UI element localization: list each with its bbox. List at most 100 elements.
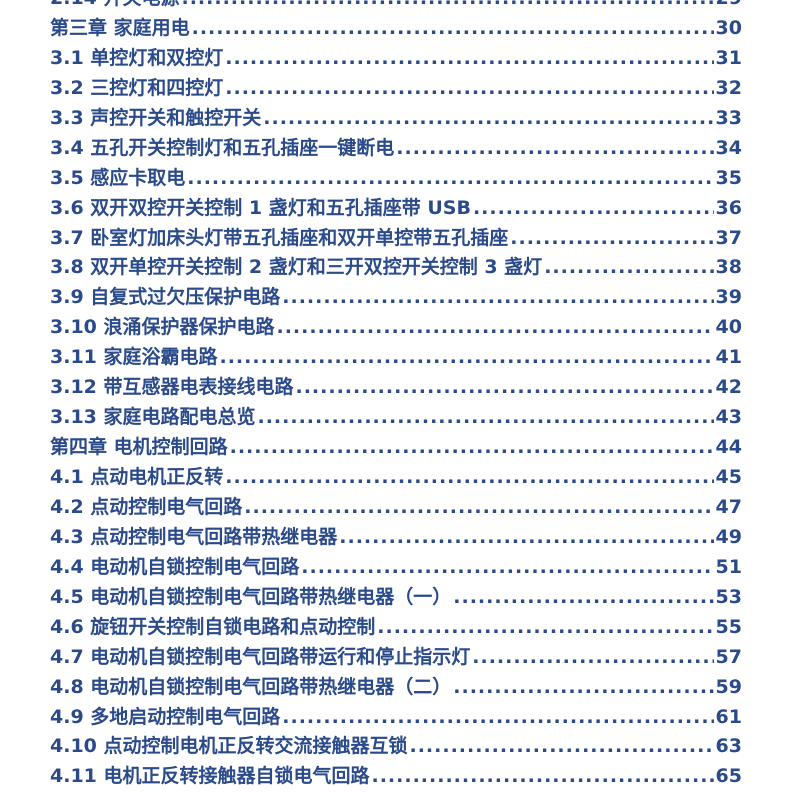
toc-entry[interactable]: 2.14 开关电源 29	[50, 0, 742, 14]
dot-leader	[372, 762, 714, 792]
toc-entry[interactable]: 4.4 电动机自锁控制电气回路 51	[50, 553, 742, 583]
toc-entry-page: 40	[715, 316, 742, 339]
toc-entry-title: 3.4 五孔开关控制灯和五孔插座一键断电	[50, 136, 395, 159]
toc-entry-title: 4.8 电动机自锁控制电气回路带热继电器（二）	[50, 675, 452, 698]
dot-leader	[282, 703, 713, 733]
dot-leader	[225, 463, 713, 493]
toc-entry[interactable]: 3.5 感应卡取电 35	[50, 164, 742, 194]
toc-entry-page: 44	[715, 436, 742, 459]
dot-leader	[472, 643, 713, 673]
toc-entry-title: 4.11 电机正反转接触器自锁电气回路	[50, 765, 370, 788]
toc-entry[interactable]: 4.6 旋钮开关控制自锁电路和点动控制 55	[50, 613, 742, 643]
toc-entry-title: 4.3 点动控制电气回路带热继电器	[50, 525, 338, 548]
toc-entry[interactable]: 4.7 电动机自锁控制电气回路带运行和停止指示灯 57	[50, 643, 742, 673]
toc-entry-title: 3.1 单控灯和双控灯	[50, 46, 224, 69]
dot-leader	[187, 164, 713, 194]
toc-entry[interactable]: 3.12 带互感器电表接线电路 42	[50, 373, 742, 403]
toc-entry-title: 3.10 浪涌保护器保护电路	[50, 316, 275, 339]
dot-leader	[182, 0, 714, 14]
dot-leader	[230, 433, 714, 463]
toc-entry[interactable]: 4.2 点动控制电气回路 47	[50, 493, 742, 523]
toc-entry-page: 37	[715, 226, 742, 249]
toc-entry-page: 41	[715, 346, 742, 369]
dot-leader	[282, 283, 713, 313]
toc-entry-page: 35	[715, 166, 742, 189]
toc-entry-title: 3.3 声控开关和触控开关	[50, 106, 262, 129]
toc-entry-title: 4.1 点动电机正反转	[50, 466, 224, 488]
toc-entry[interactable]: 3.6 双开双控开关控制 1 盏灯和五孔插座带 USB 36	[50, 194, 742, 224]
dot-leader	[225, 44, 713, 74]
toc-entry-page: 29	[716, 0, 742, 14]
dot-leader	[410, 732, 714, 762]
toc-entry-page: 36	[715, 196, 742, 219]
dot-leader	[296, 373, 714, 403]
toc-entry-title: 4.9 多地启动控制电气回路	[50, 705, 281, 728]
toc-entry[interactable]: 3.13 家庭电路配电总览 43	[50, 403, 742, 433]
toc-entry-title: 3.9 自复式过欠压保护电路	[50, 286, 281, 309]
toc-entry-page: 51	[715, 555, 742, 578]
toc-entry[interactable]: 3.9 自复式过欠压保护电路 39	[50, 283, 742, 313]
toc-entry-page: 32	[715, 76, 742, 99]
toc-entry-page: 43	[715, 406, 742, 429]
dot-leader	[396, 134, 713, 164]
toc-entry[interactable]: 3.7 卧室灯加床头灯带五孔插座和双开单控带五孔插座 37	[50, 224, 742, 254]
toc-entry-page: 31	[715, 46, 742, 69]
toc-entry-title: 2.14 开关电源	[50, 0, 180, 14]
toc-entry-title: 4.7 电动机自锁控制电气回路带运行和停止指示灯	[50, 645, 471, 668]
toc-entry-page: 42	[715, 376, 742, 399]
dot-leader	[225, 74, 713, 104]
toc-entry[interactable]: 3.8 双开单控开关控制 2 盏灯和三开双控开关控制 3 盏灯 38	[50, 253, 742, 283]
dot-leader	[220, 343, 714, 373]
toc-entry[interactable]: 4.8 电动机自锁控制电气回路带热继电器（二） 59	[50, 673, 742, 703]
toc-entry-page: 53	[715, 585, 742, 608]
toc-entry[interactable]: 4.9 多地启动控制电气回路 61	[50, 703, 742, 733]
toc-entry-page: 30	[715, 16, 742, 39]
toc-entry-title: 3.12 带互感器电表接线电路	[50, 376, 294, 399]
toc-entry-title: 第三章 家庭用电	[50, 16, 190, 39]
table-of-contents: 2.14 开关电源 29 第三章 家庭用电 30 3.1 单控灯和双控灯 31 3.2 三控…	[50, 0, 742, 792]
toc-entry-page: 39	[715, 286, 742, 309]
dot-leader	[544, 253, 713, 283]
dot-leader	[301, 553, 713, 583]
toc-entry-page: 38	[715, 256, 742, 279]
toc-entry[interactable]: 3.10 浪涌保护器保护电路 40	[50, 313, 742, 343]
toc-entry-title: 第四章 电机控制回路	[50, 436, 228, 459]
toc-entry[interactable]: 3.4 五孔开关控制灯和五孔插座一键断电 34	[50, 134, 742, 164]
dot-leader	[244, 493, 713, 523]
toc-entry-page: 59	[715, 675, 742, 698]
dot-leader	[263, 104, 713, 134]
toc-entry[interactable]: 4.10 点动控制电机正反转交流接触器互锁 63	[50, 732, 742, 762]
toc-entry-page: 61	[715, 705, 742, 728]
toc-entry-page: 55	[715, 615, 742, 638]
toc-entry-page: 34	[715, 136, 742, 159]
toc-entry[interactable]: 4.11 电机正反转接触器自锁电气回路 65	[50, 762, 742, 792]
toc-entry-title: 3.8 双开单控开关控制 2 盏灯和三开双控开关控制 3 盏灯	[50, 256, 543, 279]
toc-entry[interactable]: 3.11 家庭浴霸电路 41	[50, 343, 742, 373]
toc-entry-page: 47	[715, 495, 742, 518]
toc-entry-title: 4.10 点动控制电机正反转交流接触器互锁	[50, 735, 408, 758]
toc-entry[interactable]: 3.2 三控灯和四控灯 32	[50, 74, 742, 104]
toc-entry-title: 3.6 双开双控开关控制 1 盏灯和五孔插座带 USB	[50, 196, 471, 219]
toc-entry[interactable]: 第三章 家庭用电 30	[50, 14, 742, 44]
toc-entry-title: 3.11 家庭浴霸电路	[50, 346, 218, 369]
toc-entry-title: 4.4 电动机自锁控制电气回路	[50, 555, 300, 578]
dot-leader	[339, 523, 713, 553]
toc-entry[interactable]: 3.3 声控开关和触控开关 33	[50, 104, 742, 134]
toc-entry[interactable]: 3.1 单控灯和双控灯 31	[50, 44, 742, 74]
dot-leader	[377, 613, 713, 643]
toc-entry-title: 3.2 三控灯和四控灯	[50, 76, 224, 99]
toc-entry[interactable]: 4.3 点动控制电气回路带热继电器 49	[50, 523, 742, 553]
toc-entry-page: 63	[715, 735, 742, 758]
toc-entry-page: 65	[715, 765, 742, 788]
dot-leader	[192, 14, 714, 44]
dot-leader	[453, 673, 713, 703]
dot-leader	[510, 224, 713, 254]
dot-leader	[473, 194, 714, 224]
toc-entry[interactable]: 4.5 电动机自锁控制电气回路带热继电器（一） 53	[50, 583, 742, 613]
toc-entry-title: 4.5 电动机自锁控制电气回路带热继电器（一）	[50, 585, 452, 608]
toc-entry[interactable]: 第四章 电机控制回路 44	[50, 433, 742, 463]
toc-entry-page: 33	[715, 106, 742, 129]
dot-leader	[453, 583, 713, 613]
dot-leader	[277, 313, 714, 343]
toc-entry[interactable]: 4.1 点动电机正反转 45	[50, 463, 742, 493]
